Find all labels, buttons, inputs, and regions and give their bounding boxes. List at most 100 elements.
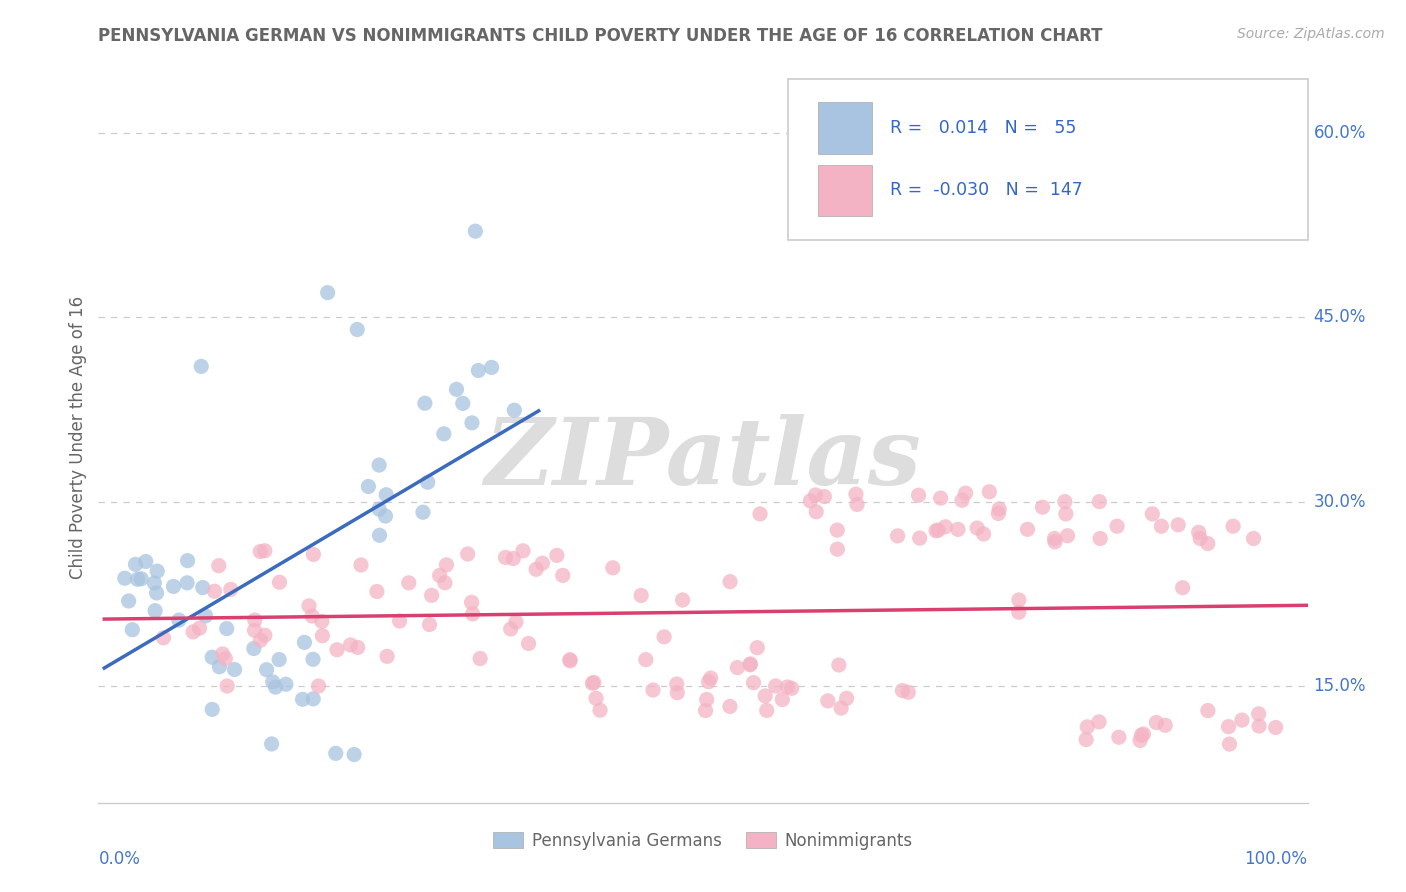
Point (740, 657, 762, 672)
Point (152, 631, 174, 645)
Point (1031, 500, 1053, 515)
Point (1230, 713, 1253, 727)
Point (1188, 525, 1211, 540)
Point (260, 737, 283, 751)
Point (524, 562, 547, 576)
Point (925, 524, 948, 538)
Point (464, 224, 486, 238)
Point (214, 651, 236, 665)
Point (461, 607, 484, 621)
Point (1008, 605, 1031, 619)
Point (457, 547, 479, 561)
Point (804, 488, 827, 502)
Point (718, 699, 741, 714)
Point (1129, 733, 1152, 747)
Point (955, 486, 977, 500)
Point (208, 558, 231, 573)
Point (375, 649, 398, 664)
Point (143, 576, 166, 591)
Point (339, 638, 361, 652)
Point (243, 613, 266, 627)
Point (630, 589, 652, 603)
Point (201, 650, 224, 665)
Point (531, 556, 554, 570)
Point (243, 641, 266, 656)
Point (368, 502, 391, 516)
Point (451, 396, 474, 410)
Point (412, 505, 434, 519)
Point (835, 691, 858, 706)
Point (224, 663, 246, 677)
Point (204, 584, 226, 599)
Point (589, 703, 612, 717)
Point (1243, 532, 1265, 546)
Point (114, 571, 136, 585)
Point (253, 628, 276, 642)
Point (188, 621, 211, 635)
Point (558, 654, 581, 668)
Point (194, 608, 217, 623)
Point (269, 575, 291, 590)
Text: Source: ZipAtlas.com: Source: ZipAtlas.com (1237, 27, 1385, 41)
Point (846, 497, 869, 511)
Point (1074, 732, 1097, 747)
Point (211, 647, 233, 661)
Text: 0.0%: 0.0% (98, 849, 141, 868)
Point (481, 360, 503, 375)
Point (1053, 494, 1076, 508)
Point (127, 572, 149, 586)
Point (302, 548, 325, 562)
Point (294, 635, 316, 649)
Point (215, 622, 238, 636)
Point (671, 593, 693, 607)
Point (249, 633, 271, 648)
Point (799, 494, 821, 508)
Point (1008, 593, 1031, 607)
Point (191, 581, 214, 595)
Point (813, 490, 835, 504)
Point (1247, 706, 1270, 721)
Point (830, 701, 852, 715)
Point (208, 659, 231, 673)
Point (1144, 715, 1167, 730)
Point (346, 322, 368, 336)
Point (146, 564, 169, 578)
Text: 15.0%: 15.0% (1313, 677, 1367, 695)
Legend: Pennsylvania Germans, Nonimmigrants: Pennsylvania Germans, Nonimmigrants (486, 825, 920, 856)
Point (1189, 532, 1212, 546)
Point (966, 521, 988, 535)
Point (988, 502, 1011, 516)
Point (817, 694, 839, 708)
Point (747, 640, 769, 655)
Point (979, 484, 1001, 499)
Point (121, 623, 143, 637)
Point (162, 579, 184, 593)
Point (325, 747, 347, 761)
Point (1108, 730, 1130, 744)
Point (301, 609, 323, 624)
Point (418, 617, 440, 632)
Point (742, 675, 765, 690)
Point (1218, 737, 1240, 751)
Point (326, 642, 349, 657)
Point (776, 680, 799, 694)
Point (987, 507, 1010, 521)
Point (420, 588, 443, 602)
Text: 60.0%: 60.0% (1313, 124, 1365, 142)
Point (1171, 581, 1194, 595)
Point (124, 558, 146, 572)
Point (201, 702, 224, 716)
Point (1088, 714, 1111, 729)
Point (927, 523, 949, 537)
Point (973, 527, 995, 541)
Point (468, 651, 491, 665)
Point (666, 686, 689, 700)
Point (1043, 532, 1066, 546)
Point (176, 554, 198, 568)
Point (897, 685, 920, 699)
Point (806, 505, 828, 519)
Point (641, 683, 664, 698)
Point (461, 416, 484, 430)
Point (517, 636, 540, 650)
Point (495, 550, 517, 565)
